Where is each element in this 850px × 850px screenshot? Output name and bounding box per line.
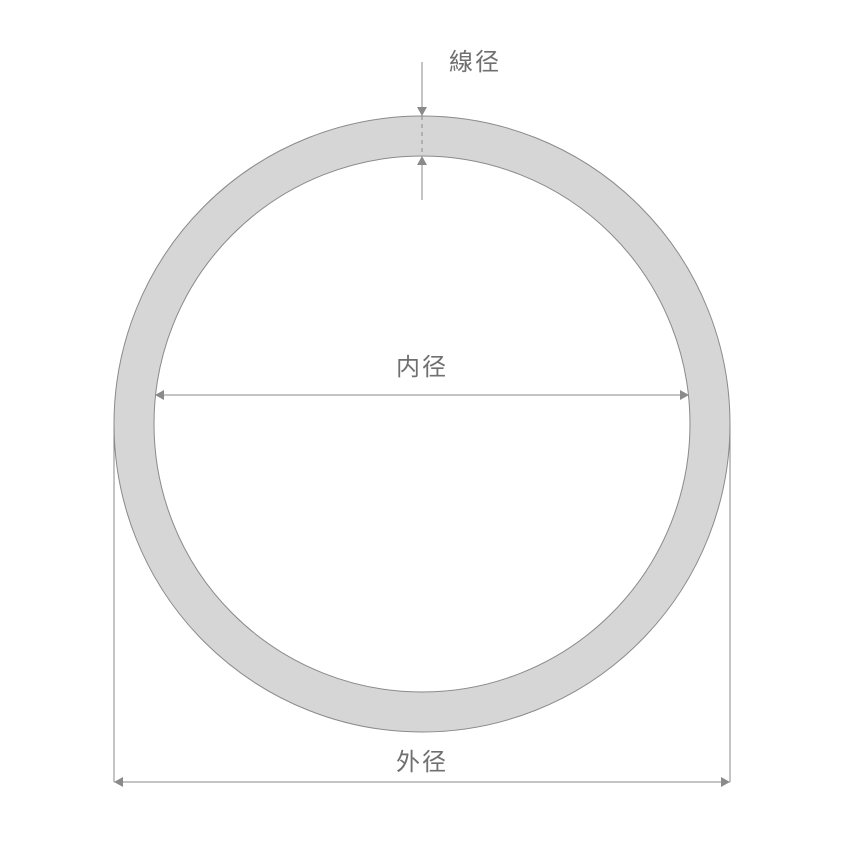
wire-lower-arrow-head <box>417 156 427 165</box>
outer-diameter-arrow-left <box>114 777 123 787</box>
wire-upper-arrow-head <box>417 107 427 116</box>
outer-diameter-arrow-right <box>721 777 730 787</box>
ring-dimension-diagram: 線径 内径 外径 <box>0 0 850 850</box>
wire-diameter-label: 線径 <box>449 49 501 76</box>
outer-diameter-label: 外径 <box>396 749 448 776</box>
ring-annulus <box>114 116 730 732</box>
inner-diameter-label: 内径 <box>396 354 448 381</box>
